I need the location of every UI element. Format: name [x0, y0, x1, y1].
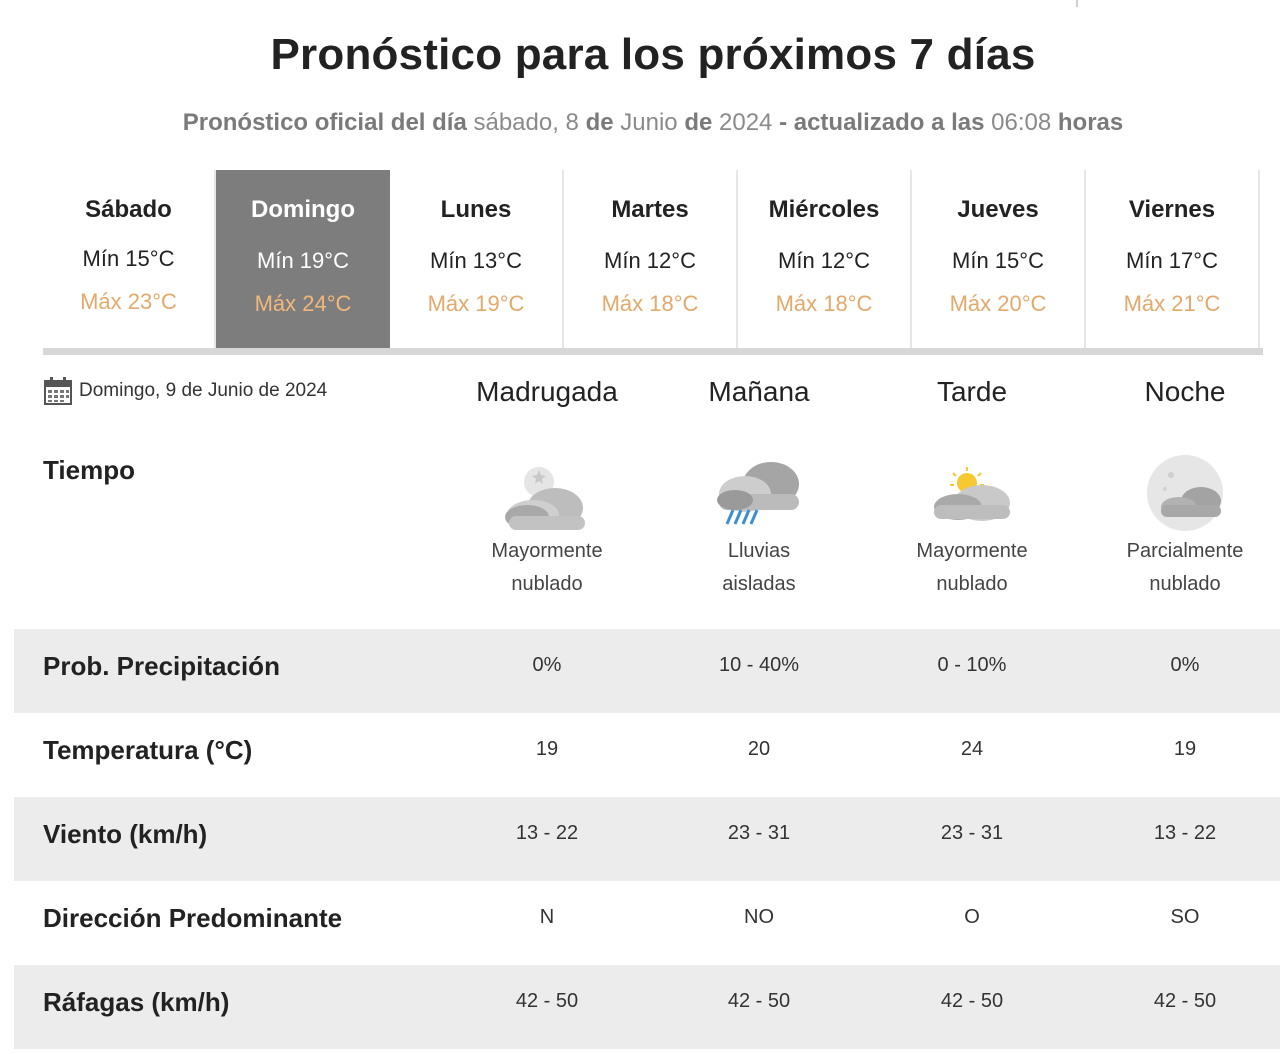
weather-desc-line: nublado [511, 573, 583, 595]
subtitle-suffix: horas [1057, 109, 1124, 136]
subtitle-de: de [684, 109, 713, 136]
row-value: 42 - 50 [515, 990, 579, 1012]
row-label: Viento (km/h) [43, 819, 208, 849]
row-value: 23 - 31 [727, 822, 791, 844]
page-title: Pronóstico para los próximos 7 días [270, 30, 1036, 79]
subtitle-prefix: Pronóstico oficial del día [182, 109, 467, 136]
row-temperatura: Temperatura (°C) 19 20 24 19 [14, 713, 1280, 797]
row-label: Temperatura (°C) [43, 735, 253, 765]
weather-desc-madrugada: Mayormente nublado [447, 535, 647, 601]
day-name: Domingo [251, 196, 355, 223]
row-value: O [964, 906, 980, 928]
row-direccion: Dirección Predominante N NO O SO [14, 881, 1280, 965]
day-tabs: Sábado Mín 15°C Máx 23°C Domingo Mín 19°… [43, 170, 1263, 348]
weather-desc-noche: Parcialmente nublado [1085, 535, 1280, 601]
row-label: Ráfagas (km/h) [43, 987, 230, 1017]
weather-desc-line: nublado [936, 573, 1008, 595]
row-value: 13 - 22 [515, 822, 579, 844]
row-viento: Viento (km/h) 13 - 22 23 - 31 23 - 31 13… [14, 797, 1280, 881]
row-value: SO [1170, 906, 1200, 928]
weather-desc-line: Mayormente [491, 540, 603, 562]
weather-desc-line: aisladas [722, 573, 796, 595]
row-value: 13 - 22 [1153, 822, 1217, 844]
day-min-temp: Mín 12°C [778, 248, 870, 273]
day-tab-viernes[interactable]: Viernes Mín 17°C Máx 21°C [1086, 170, 1260, 348]
top-divider [1076, 0, 1078, 7]
day-min-temp: Mín 13°C [430, 248, 522, 273]
row-value: 0 - 10% [937, 654, 1007, 676]
period-manana: Mañana [708, 376, 810, 407]
day-min-temp: Mín 15°C [952, 248, 1044, 273]
calendar-icon [44, 377, 72, 405]
row-value: 20 [747, 738, 771, 760]
day-tab-jueves[interactable]: Jueves Mín 15°C Máx 20°C [912, 170, 1086, 348]
day-min-temp: Mín 15°C [82, 246, 175, 271]
day-max-temp: Máx 24°C [254, 291, 352, 316]
weather-desc-manana: Lluvias aisladas [659, 535, 859, 601]
row-prob-precipitacion: Prob. Precipitación 0% 10 - 40% 0 - 10% … [14, 629, 1280, 713]
day-name: Martes [611, 196, 689, 223]
row-value: 0% [532, 654, 562, 676]
day-max-temp: Máx 21°C [1123, 291, 1221, 316]
cloudy-night-icon [505, 467, 585, 530]
subtitle-time: 06:08 [991, 109, 1052, 136]
day-tab-sabado[interactable]: Sábado Mín 15°C Máx 23°C [43, 170, 216, 348]
day-name: Sábado [85, 196, 172, 223]
day-tab-miercoles[interactable]: Miércoles Mín 12°C Máx 18°C [738, 170, 912, 348]
detail-date-text: Domingo, 9 de Junio de 2024 [79, 380, 328, 401]
day-max-temp: Máx 19°C [427, 291, 525, 316]
period-madrugada: Madrugada [476, 376, 618, 407]
sun-cloud-icon [934, 467, 1010, 521]
day-name: Miércoles [768, 196, 880, 223]
row-value: 10 - 40% [718, 654, 800, 676]
subtitle-month: Junio [620, 109, 678, 136]
subtitle-date: sábado, 8 [473, 109, 579, 136]
row-value: 19 [1173, 738, 1197, 760]
subtitle-updated: - actualizado a las [779, 109, 985, 136]
row-label: Dirección Predominante [43, 903, 343, 933]
weather-desc-line: nublado [1149, 573, 1221, 595]
subtitle-de: de [585, 109, 614, 136]
row-value: NO [744, 906, 774, 928]
moon-cloud-icon [1147, 455, 1223, 531]
weather-desc-tarde: Mayormente nublado [872, 535, 1072, 601]
weather-desc-line: Parcialmente [1126, 540, 1244, 562]
day-max-temp: Máx 23°C [80, 289, 177, 314]
day-name: Lunes [440, 196, 512, 223]
day-tab-lunes[interactable]: Lunes Mín 13°C Máx 19°C [390, 170, 564, 348]
detail-date: Domingo, 9 de Junio de 2024 [43, 376, 327, 406]
row-label: Prob. Precipitación [43, 651, 280, 681]
period-noche: Noche [1144, 376, 1226, 407]
row-value: 42 - 50 [727, 990, 791, 1012]
page-subtitle: Pronóstico oficial del día sábado, 8 de … [0, 109, 1280, 137]
row-rafagas: Ráfagas (km/h) 42 - 50 42 - 50 42 - 50 4… [14, 965, 1280, 1049]
day-tabs-underline [43, 348, 1263, 355]
weather-desc-line: Lluvias [727, 540, 791, 562]
row-value: 42 - 50 [940, 990, 1004, 1012]
day-max-temp: Máx 20°C [949, 291, 1047, 316]
subtitle-year: 2024 [719, 109, 773, 136]
row-value: 24 [960, 738, 984, 760]
row-value: 23 - 31 [940, 822, 1004, 844]
row-value: 19 [535, 738, 559, 760]
period-tarde: Tarde [936, 376, 1008, 407]
day-min-temp: Mín 19°C [257, 248, 349, 273]
day-tab-martes[interactable]: Martes Mín 12°C Máx 18°C [564, 170, 738, 348]
day-tab-domingo[interactable]: Domingo Mín 19°C Máx 24°C [216, 170, 390, 348]
row-value: 42 - 50 [1153, 990, 1217, 1012]
weather-desc-line: Mayormente [916, 540, 1028, 562]
row-value: 0% [1170, 654, 1200, 676]
day-min-temp: Mín 12°C [604, 248, 696, 273]
day-max-temp: Máx 18°C [775, 291, 873, 316]
day-name: Viernes [1128, 196, 1216, 223]
row-value: N [539, 906, 555, 928]
day-name: Jueves [957, 196, 1039, 223]
day-min-temp: Mín 17°C [1126, 248, 1218, 273]
rain-cloud-icon [717, 462, 799, 525]
tiempo-label: Tiempo [43, 455, 135, 485]
day-max-temp: Máx 18°C [601, 291, 699, 316]
